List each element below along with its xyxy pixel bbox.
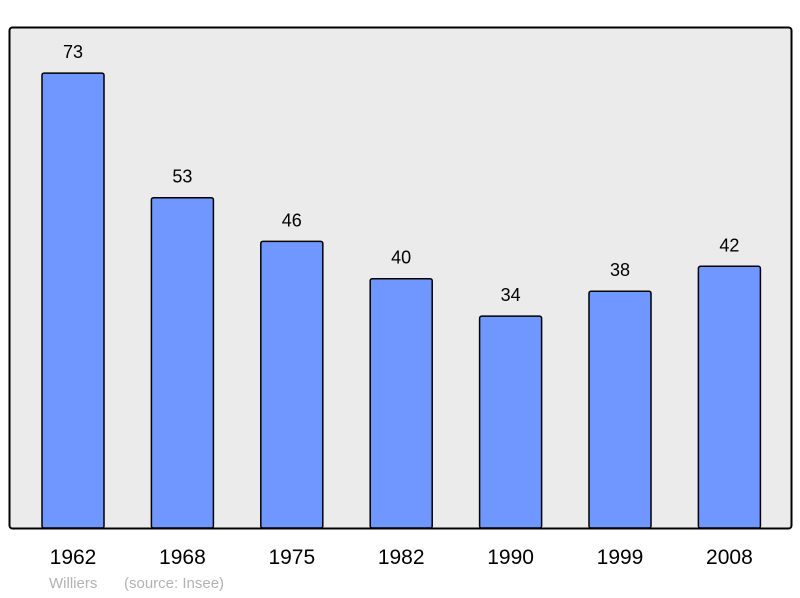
bar-1999 xyxy=(588,290,652,529)
bar-1982 xyxy=(369,277,433,529)
x-tick-label-2008: 2008 xyxy=(706,546,753,569)
bar-1975 xyxy=(260,240,324,529)
data-label-1999: 38 xyxy=(610,260,630,280)
footer-commune-name: Williers xyxy=(49,575,98,592)
bar-2008 xyxy=(697,265,762,529)
data-label-1982: 40 xyxy=(391,248,411,268)
bar-1968 xyxy=(150,196,215,529)
x-tick-label-1982: 1982 xyxy=(378,546,425,569)
bar-1962 xyxy=(41,72,105,529)
data-label-1968: 53 xyxy=(172,167,192,187)
x-tick-label-1968: 1968 xyxy=(159,546,206,569)
data-label-2008: 42 xyxy=(719,235,739,255)
x-tick-label-1975: 1975 xyxy=(268,546,315,569)
data-label-1990: 34 xyxy=(501,285,521,305)
footer-source: (source: Insee) xyxy=(124,575,225,592)
x-tick-label-1962: 1962 xyxy=(50,546,97,569)
data-label-1975: 46 xyxy=(282,210,302,230)
x-tick-label-1999: 1999 xyxy=(597,546,644,569)
x-tick-label-1990: 1990 xyxy=(487,546,534,569)
bar-1990 xyxy=(478,315,543,529)
data-label-1962: 73 xyxy=(63,42,83,62)
